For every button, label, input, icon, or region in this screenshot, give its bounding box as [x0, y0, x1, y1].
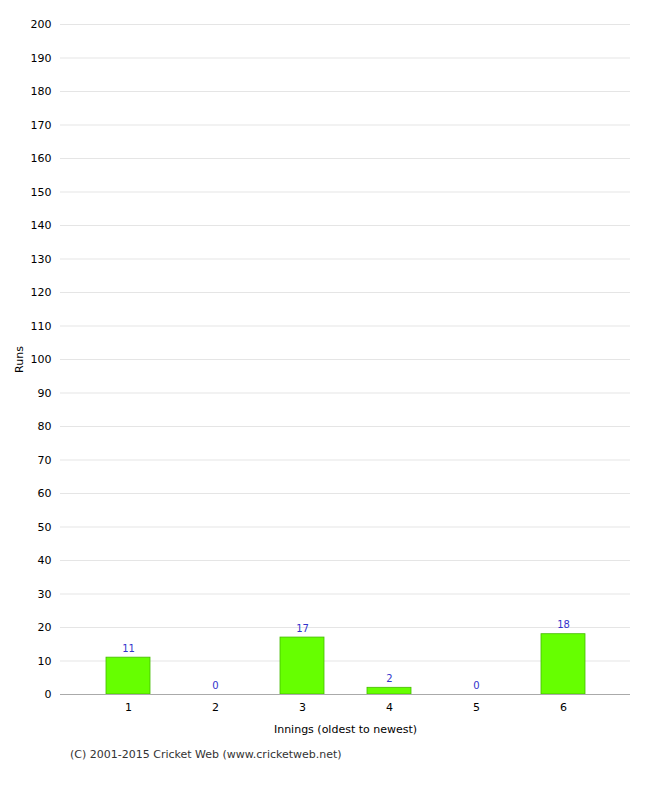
svg-text:50: 50 — [38, 521, 52, 534]
svg-text:90: 90 — [38, 387, 52, 400]
svg-text:110: 110 — [31, 320, 52, 333]
svg-text:170: 170 — [31, 119, 52, 132]
svg-text:100: 100 — [31, 353, 52, 366]
svg-text:20: 20 — [38, 621, 52, 634]
svg-text:0: 0 — [212, 680, 218, 691]
svg-text:180: 180 — [31, 85, 52, 98]
svg-text:150: 150 — [31, 186, 52, 199]
svg-text:60: 60 — [38, 487, 52, 500]
svg-text:0: 0 — [473, 680, 479, 691]
svg-text:130: 130 — [31, 253, 52, 266]
svg-text:70: 70 — [38, 454, 52, 467]
svg-text:1: 1 — [125, 701, 132, 714]
svg-text:160: 160 — [31, 152, 52, 165]
svg-text:4: 4 — [386, 701, 393, 714]
svg-text:2: 2 — [212, 701, 219, 714]
svg-text:10: 10 — [38, 655, 52, 668]
svg-text:80: 80 — [38, 420, 52, 433]
svg-text:Innings (oldest to newest): Innings (oldest to newest) — [274, 723, 417, 736]
svg-text:18: 18 — [557, 619, 570, 630]
svg-text:2: 2 — [386, 673, 392, 684]
svg-text:200: 200 — [31, 18, 52, 31]
svg-text:120: 120 — [31, 286, 52, 299]
svg-text:5: 5 — [473, 701, 480, 714]
svg-text:11: 11 — [122, 643, 135, 654]
svg-text:Runs: Runs — [13, 346, 26, 373]
svg-text:40: 40 — [38, 554, 52, 567]
svg-text:0: 0 — [45, 688, 52, 701]
svg-text:3: 3 — [299, 701, 306, 714]
svg-text:6: 6 — [560, 701, 567, 714]
svg-text:190: 190 — [31, 52, 52, 65]
html-text:(C) 2001-2015 Cricket Web (www: (C) 2001-2015 Cricket Web (www.cricketwe… — [70, 748, 342, 761]
svg-text:17: 17 — [296, 623, 309, 634]
svg-text:30: 30 — [38, 588, 52, 601]
svg-text:140: 140 — [31, 219, 52, 232]
